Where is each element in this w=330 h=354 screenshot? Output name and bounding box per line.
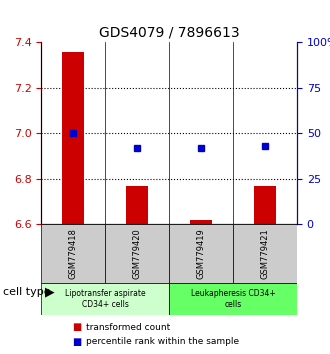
Text: GSM779418: GSM779418: [69, 228, 78, 279]
Text: ▶: ▶: [45, 286, 54, 298]
FancyBboxPatch shape: [169, 224, 233, 283]
Text: GSM779421: GSM779421: [260, 228, 270, 279]
FancyBboxPatch shape: [233, 224, 297, 283]
Title: GDS4079 / 7896613: GDS4079 / 7896613: [99, 26, 240, 40]
FancyBboxPatch shape: [41, 224, 105, 283]
Bar: [62, 52, 84, 224]
FancyBboxPatch shape: [169, 283, 297, 315]
Text: cell type: cell type: [3, 287, 51, 297]
Text: transformed count: transformed count: [86, 323, 170, 332]
Text: GSM779419: GSM779419: [197, 228, 206, 279]
Bar: [190, 220, 212, 224]
Text: Lipotransfer aspirate
CD34+ cells: Lipotransfer aspirate CD34+ cells: [65, 290, 146, 309]
Bar: [126, 185, 148, 224]
FancyBboxPatch shape: [41, 283, 169, 315]
Bar: [254, 185, 276, 224]
FancyBboxPatch shape: [105, 224, 169, 283]
Text: percentile rank within the sample: percentile rank within the sample: [86, 337, 239, 346]
Text: ■: ■: [73, 337, 82, 347]
Text: Leukapheresis CD34+
cells: Leukapheresis CD34+ cells: [191, 290, 276, 309]
Text: ■: ■: [73, 322, 82, 332]
Text: GSM779420: GSM779420: [133, 228, 142, 279]
